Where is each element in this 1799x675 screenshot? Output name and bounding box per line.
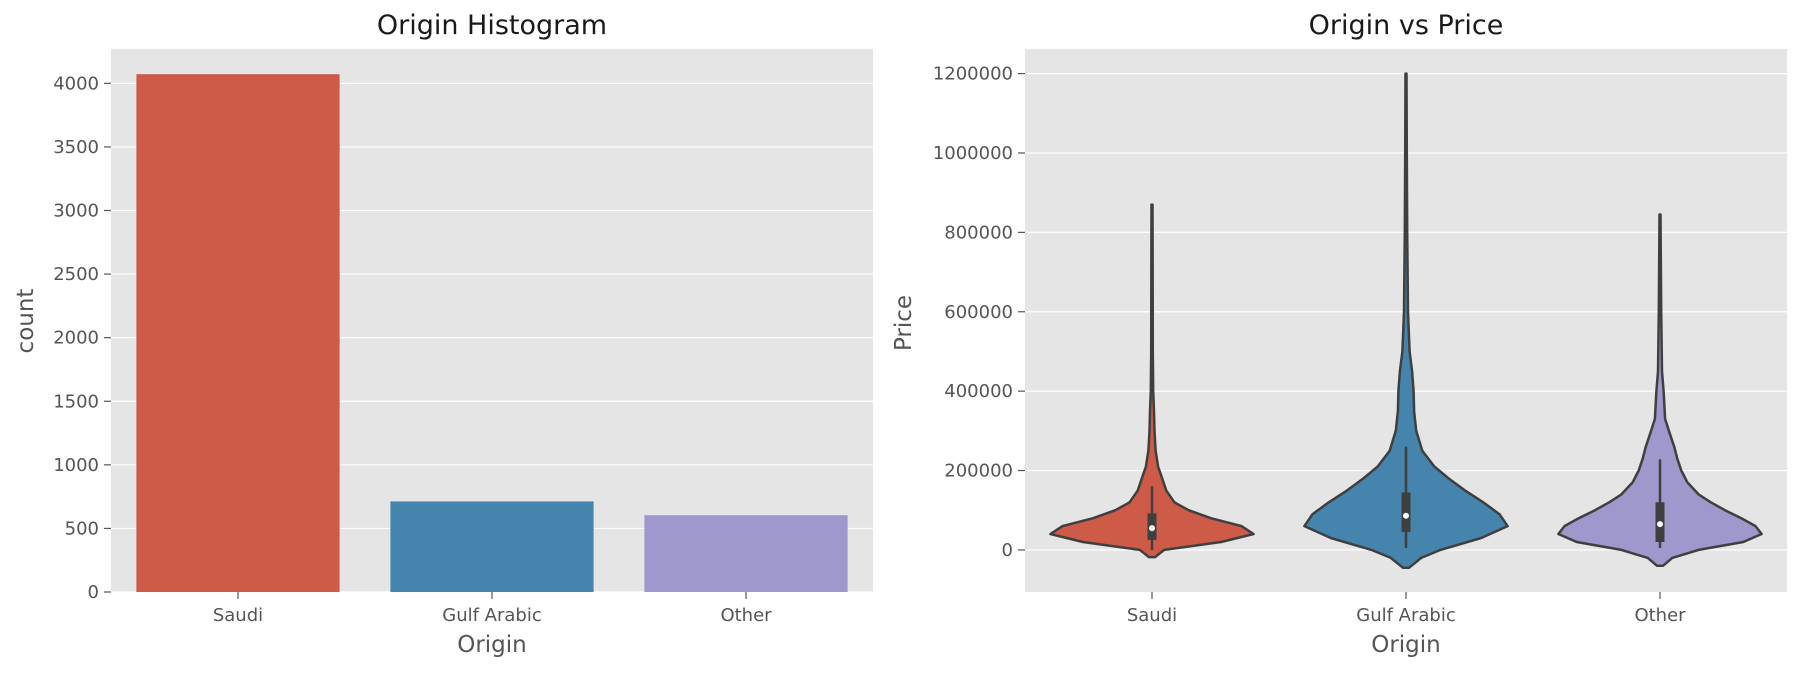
y-tick-label: 3500	[53, 137, 99, 158]
y-tick-label: 1000	[53, 455, 99, 476]
y-tick-label: 400000	[944, 381, 1013, 402]
violin-saudi	[1049, 203, 1255, 559]
bar-chart-y-axis-label: count	[13, 289, 39, 354]
y-tick-label: 1000000	[933, 143, 1013, 164]
y-tick-label: 0	[88, 582, 99, 603]
bar-gulf-arabic	[390, 501, 594, 592]
violin-other	[1557, 213, 1763, 568]
bar-chart-title: Origin Histogram	[377, 10, 607, 41]
bar-chart-x-axis-label: Origin	[457, 632, 527, 658]
y-tick-label: 800000	[944, 222, 1013, 243]
violin-median-other	[1657, 521, 1663, 528]
violin-chart-y-ticks: 0 200000 400000 600000 800000 1000000 1200000	[933, 64, 1025, 561]
violin-chart-title: Origin vs Price	[1309, 10, 1504, 41]
violin-box-gulf-arabic	[1401, 492, 1411, 533]
y-tick-label: 3000	[53, 201, 99, 222]
y-tick-label: 4000	[53, 73, 99, 94]
violin-chart-violins	[1049, 72, 1763, 570]
y-tick-label: 2500	[53, 264, 99, 285]
violin-median-gulf-arabic	[1403, 512, 1409, 519]
bar-chart-x-ticks: Saudi Gulf Arabic Other	[213, 592, 772, 626]
bar-chart-y-ticks: 0 500 1000 1500 2000 2500 3000 3500 4000	[53, 73, 111, 603]
violin-chart-x-axis-label: Origin	[1371, 632, 1441, 658]
y-tick-label: 2000	[53, 328, 99, 349]
bar-chart-bars	[136, 74, 848, 592]
violin-chart-x-ticks: Saudi Gulf Arabic Other	[1127, 592, 1686, 626]
x-tick-label-other: Other	[1634, 605, 1686, 626]
bar-other	[644, 515, 848, 592]
y-tick-label: 0	[1002, 540, 1013, 561]
bar-saudi	[136, 74, 340, 592]
x-tick-label-gulf-arabic: Gulf Arabic	[1356, 605, 1455, 626]
violin-chart-origin-vs-price: 020000040000060000080000010000001200000 …	[891, 10, 1787, 658]
x-tick-label-saudi: Saudi	[213, 605, 263, 626]
y-tick-label: 600000	[944, 302, 1013, 323]
x-tick-label-saudi: Saudi	[1127, 605, 1177, 626]
violin-median-saudi	[1149, 525, 1155, 532]
y-tick-label: 500	[65, 518, 99, 539]
y-tick-label: 1500	[53, 391, 99, 412]
x-tick-label-gulf-arabic: Gulf Arabic	[442, 605, 541, 626]
x-tick-label-other: Other	[720, 605, 772, 626]
bar-chart-origin-histogram: 0 500 1000 1500 2000 2500 3000 3500 4000 Saudi Gu…	[13, 10, 873, 658]
violin-gulf-arabic	[1303, 72, 1509, 570]
violin-chart-y-axis-label: Price	[891, 295, 917, 351]
y-tick-label: 200000	[944, 461, 1013, 482]
y-tick-label: 1200000	[933, 64, 1013, 85]
